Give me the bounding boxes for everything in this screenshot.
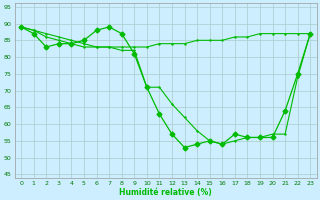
X-axis label: Humidité relative (%): Humidité relative (%): [119, 188, 212, 197]
